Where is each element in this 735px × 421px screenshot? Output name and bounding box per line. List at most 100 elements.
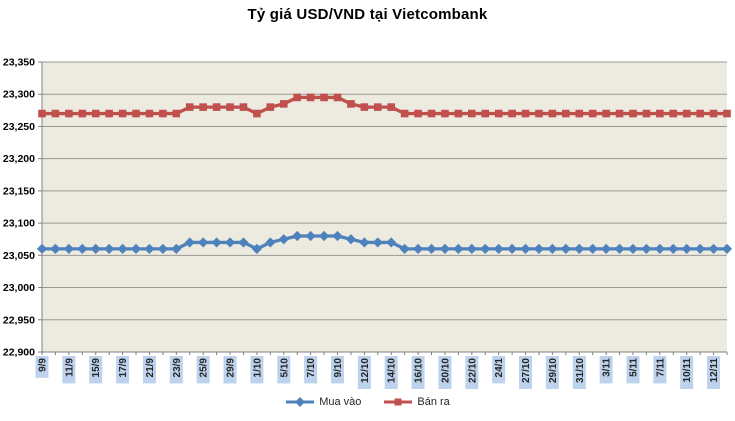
data-point-marker: [601, 243, 612, 254]
x-tick-label: 3/11: [602, 358, 613, 377]
x-tick-label-bg: [89, 356, 103, 384]
x-tick-label-bg: [465, 356, 479, 389]
data-point-marker: [320, 93, 328, 102]
data-point-marker: [709, 109, 718, 118]
x-tick-label: 16/10: [414, 358, 425, 383]
data-point-marker: [426, 243, 437, 254]
data-point-marker: [508, 109, 516, 118]
data-point-marker: [212, 103, 221, 111]
data-point-marker: [656, 109, 664, 118]
data-point-marker: [695, 243, 706, 254]
data-point-marker: [372, 237, 383, 248]
data-point-marker: [696, 109, 704, 118]
x-tick-label-bg: [62, 356, 76, 384]
ban-ra-line-marker-icon: [384, 398, 413, 406]
data-point-marker: [441, 109, 449, 118]
data-point-marker: [199, 103, 207, 111]
data-point-marker: [171, 243, 182, 254]
x-tick-label: 9/9: [38, 358, 49, 372]
data-point-marker: [521, 109, 530, 118]
data-point-marker: [494, 109, 503, 118]
x-tick-label-bg: [707, 356, 721, 389]
data-point-marker: [91, 109, 100, 118]
x-tick-label: 5/10: [279, 358, 290, 378]
x-tick-label: 24/1: [494, 358, 505, 378]
x-tick-label-bg: [572, 356, 586, 389]
x-tick-label-bg: [304, 356, 318, 384]
data-point-marker: [668, 243, 679, 254]
data-point-marker: [520, 243, 531, 254]
y-tick-label: 23,000: [3, 282, 35, 294]
data-point-marker: [575, 109, 584, 118]
legend-item-mua-vao: Mua vào: [285, 396, 361, 408]
x-tick-label: 29/9: [226, 358, 237, 378]
data-point-marker: [117, 243, 128, 254]
x-tick-label-bg: [277, 356, 291, 384]
data-point-marker: [51, 109, 60, 118]
x-tick-label-bg: [438, 356, 452, 389]
data-point-marker: [198, 237, 209, 248]
data-point-marker: [132, 109, 140, 118]
data-point-marker: [265, 237, 276, 248]
data-point-marker: [481, 109, 490, 118]
y-tick-label: 23,100: [3, 218, 35, 230]
x-tick-label: 21/9: [145, 358, 156, 378]
x-tick-label: 5/11: [628, 358, 639, 377]
y-tick-label: 23,250: [3, 121, 35, 133]
data-point-marker: [468, 109, 476, 118]
data-point-marker: [359, 237, 370, 248]
x-tick-label: 12/10: [360, 358, 371, 383]
data-point-marker: [118, 109, 127, 118]
data-point-marker: [400, 109, 409, 118]
data-point-marker: [562, 109, 570, 118]
data-point-marker: [588, 109, 597, 118]
data-point-marker: [629, 109, 637, 118]
data-point-marker: [105, 109, 113, 118]
data-point-marker: [602, 109, 610, 118]
data-point-marker: [669, 109, 678, 118]
data-point-marker: [507, 243, 518, 254]
data-point-marker: [78, 109, 87, 118]
legend-label-ban-ra: Bán ra: [417, 396, 450, 408]
legend: Mua vào Bán ra: [0, 396, 735, 408]
data-point-marker: [560, 243, 571, 254]
x-tick-label-bg: [223, 356, 237, 384]
series-line-0: [42, 234, 727, 251]
data-point-marker: [627, 243, 639, 254]
data-point-marker: [723, 109, 731, 118]
chart-title: Tỷ giá USD/VND tại Vietcombank: [247, 6, 488, 23]
data-point-marker: [305, 230, 316, 242]
x-tick-label-bg: [250, 356, 264, 384]
data-point-marker: [145, 109, 154, 118]
x-tick-label-bg: [599, 356, 613, 384]
x-tick-label: 25/9: [199, 358, 210, 378]
y-tick-label: 23,200: [3, 153, 35, 165]
x-tick-label-bg: [626, 356, 640, 384]
data-point-marker: [36, 243, 48, 254]
legend-item-ban-ra: Bán ra: [383, 396, 450, 408]
x-tick-label-bg: [492, 356, 506, 384]
x-tick-label: 29/10: [548, 358, 559, 383]
data-point-marker: [386, 237, 397, 248]
x-tick-label: 23/9: [172, 358, 183, 378]
x-tick-label: 7/10: [306, 358, 317, 378]
x-tick-label-bg: [545, 356, 559, 389]
data-point-marker: [293, 93, 301, 102]
data-point-marker: [239, 103, 248, 111]
x-tick-label: 7/11: [655, 358, 666, 377]
data-point-marker: [454, 109, 463, 118]
x-tick-label: 10/11: [682, 358, 693, 383]
data-point-marker: [185, 103, 194, 111]
series-line-1: [42, 95, 727, 116]
data-point-marker: [65, 109, 73, 118]
data-point-marker: [144, 243, 155, 254]
x-tick-label: 15/9: [91, 358, 102, 378]
plot-area: [42, 62, 727, 352]
x-tick-label-bg: [196, 356, 210, 384]
x-tick-label: 22/10: [467, 358, 478, 383]
data-point-marker: [615, 109, 624, 118]
data-point-marker: [360, 103, 369, 111]
x-tick-label: 17/9: [118, 358, 129, 378]
